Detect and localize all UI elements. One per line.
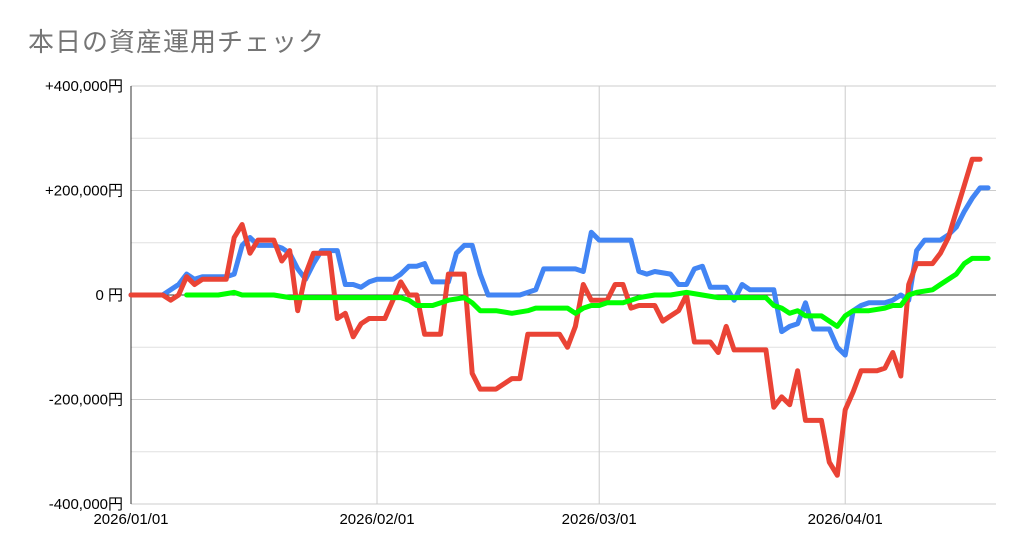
series-line-0 [128,185,991,358]
chart-title: 本日の資産運用チェック [28,28,326,58]
y-tick-label: -400,000円 [49,496,123,513]
x-tick-label: 2026/03/01 [562,511,637,528]
y-tick-label: -200,000円 [49,392,123,409]
y-tick-labels: +400,000円 +200,000円 0 円 -200,000円 -400,000円 [45,78,123,513]
x-tick-labels: 2026/01/01 2026/02/01 2026/03/01 2026/04/01 [93,511,882,528]
y-tick-label: +200,000円 [45,183,123,200]
series-lines [128,156,991,478]
y-tick-label: +400,000円 [45,78,123,95]
series-line-2 [184,255,991,329]
y-tick-label: 0 円 [95,287,123,304]
x-tick-label: 2026/04/01 [808,511,883,528]
x-tick-label: 2026/01/01 [93,511,168,528]
x-tick-label: 2026/02/01 [339,511,414,528]
series-line-1 [128,156,983,478]
